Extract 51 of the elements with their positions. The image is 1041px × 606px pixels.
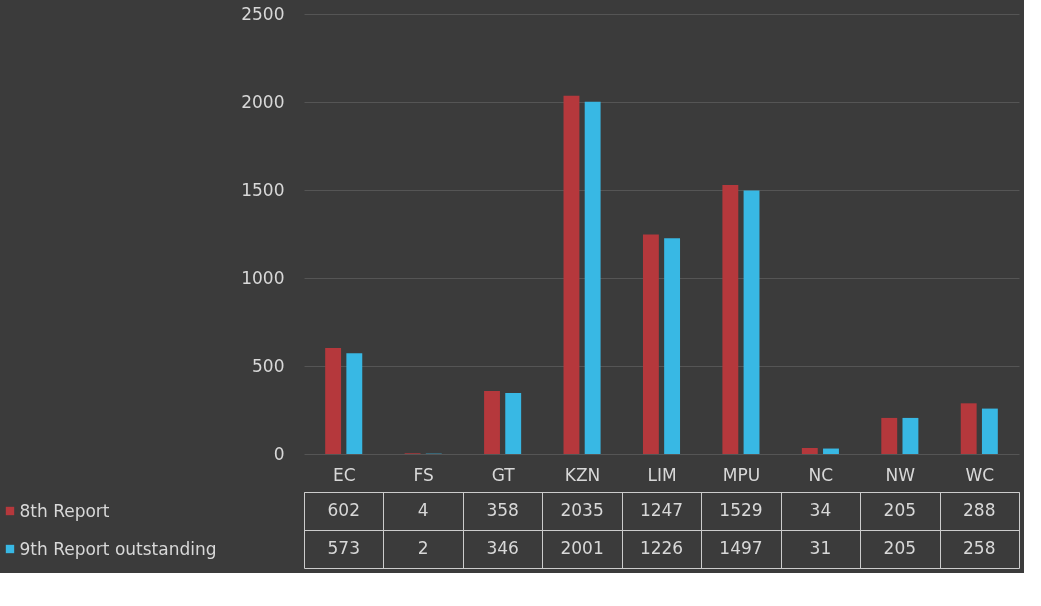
data-label: 573: [327, 538, 360, 558]
x-tick-label: GT: [491, 464, 516, 485]
data-label: 1529: [719, 500, 763, 520]
bar: [743, 190, 760, 454]
bar: [960, 403, 977, 454]
bar: [981, 408, 998, 454]
bar: [484, 390, 500, 454]
x-tick-label: EC: [332, 464, 356, 485]
data-label: 258: [963, 538, 996, 558]
bar: [881, 417, 898, 454]
data-label: 602: [327, 500, 360, 520]
data-label: 288: [963, 500, 996, 520]
x-tick-label: WC: [965, 464, 995, 485]
data-label: 346: [486, 538, 519, 558]
data-label: 2035: [560, 500, 604, 520]
x-tick-label: NW: [885, 464, 916, 485]
y-tick-label: 0: [273, 443, 285, 464]
bar: [902, 417, 919, 454]
data-label: 31: [809, 538, 832, 558]
data-label: 2001: [560, 538, 604, 558]
data-label: 4: [417, 500, 429, 520]
bar: [505, 393, 522, 454]
data-label: 1247: [639, 500, 684, 520]
x-tick-label: LIM: [647, 464, 677, 485]
x-tick-label: NC: [808, 464, 834, 485]
bar: [346, 353, 363, 454]
bar: [325, 348, 342, 454]
data-label: 358: [486, 500, 519, 520]
bar: [823, 448, 839, 454]
bar: [664, 238, 681, 454]
y-tick-label: 1500: [241, 179, 285, 200]
data-label: 1497: [719, 538, 763, 558]
data-label: 205: [883, 500, 917, 520]
y-tick-label: 1000: [241, 267, 285, 288]
data-label: 2: [417, 538, 429, 558]
data-label: 34: [809, 500, 832, 520]
bar: [584, 101, 601, 454]
data-label: 205: [883, 538, 917, 558]
y-tick-label: 2000: [241, 91, 285, 112]
data-label: 1226: [639, 538, 684, 558]
x-tick-label: FS: [413, 464, 434, 485]
bar: [563, 95, 580, 454]
y-tick-label: 500: [252, 355, 285, 376]
x-tick-label: KZN: [564, 464, 601, 485]
bar: [722, 184, 739, 454]
legend-label: 8th Report: [19, 500, 110, 521]
y-tick-label: 2500: [241, 3, 285, 24]
legend-label: 9th Report outstanding: [19, 538, 217, 559]
bar: [801, 448, 818, 454]
x-tick-label: MPU: [722, 464, 761, 485]
bar: [642, 234, 659, 454]
